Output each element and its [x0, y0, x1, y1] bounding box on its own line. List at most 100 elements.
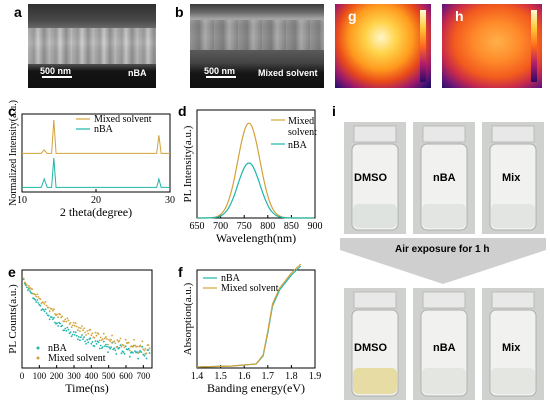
legend-label: nBA: [48, 343, 68, 354]
x-tick-label: 650: [190, 221, 205, 232]
sem-image-nba: 500 nm nBA: [28, 4, 156, 88]
data-point: [52, 309, 54, 312]
data-point: [56, 313, 58, 316]
data-point: [139, 349, 142, 352]
data-point: [39, 298, 42, 300]
data-point: [84, 331, 86, 334]
data-point: [29, 290, 31, 293]
x-tick-label: 850: [284, 221, 299, 232]
data-point: [57, 316, 59, 318]
vial-photo-bottom-3: Mix: [482, 288, 544, 400]
data-point: [80, 327, 82, 329]
data-point: [61, 315, 64, 318]
plot-frame: [196, 269, 316, 369]
x-tick-label: 700: [213, 221, 228, 232]
panel-c-letter: c: [8, 103, 16, 119]
data-point: [65, 329, 68, 332]
x-tick-label: 900: [308, 221, 323, 232]
legend-label: Mixed solvent: [94, 114, 152, 125]
data-point: [71, 324, 74, 327]
series-line-nba: [197, 162, 315, 219]
x-tick-label: 800: [260, 221, 275, 232]
data-point: [93, 337, 96, 339]
data-point: [109, 340, 111, 343]
x-tick-label: 1.8: [285, 371, 298, 382]
data-point: [43, 310, 46, 313]
data-point: [42, 308, 45, 311]
sem-caption-mixed: Mixed solvent: [258, 68, 318, 78]
data-point: [102, 332, 105, 335]
data-point: [75, 334, 78, 337]
data-point: [73, 334, 76, 336]
data-point: [28, 285, 30, 287]
x-tick-label: 20: [91, 195, 101, 206]
vial-label: DMSO: [354, 342, 387, 354]
data-point: [139, 344, 142, 347]
series-line-mixed-solvent: [196, 263, 302, 368]
legend-label: Mixed solvent: [48, 353, 106, 364]
chart-xrd: 10 20 30 2 theta(degree) Normalized Intensit…: [8, 100, 175, 219]
data-point: [59, 313, 61, 316]
data-point: [79, 330, 81, 332]
data-point: [127, 347, 130, 350]
vial-photo-bottom-1: DMSO: [344, 288, 406, 400]
data-point: [147, 349, 150, 351]
data-point: [128, 355, 131, 358]
data-point: [133, 338, 135, 341]
data-point: [102, 340, 105, 343]
data-point: [90, 334, 93, 337]
data-point: [67, 319, 70, 322]
data-point: [74, 331, 77, 334]
vial-icon: [420, 291, 468, 397]
vial-icon: [420, 125, 468, 231]
data-point: [27, 286, 29, 289]
data-point: [140, 351, 143, 353]
series-line-mixed-solvent: [22, 119, 170, 154]
data-point: [64, 318, 67, 321]
data-point: [94, 331, 97, 334]
vial-label: nBA: [433, 172, 456, 184]
thermal-image-h: [442, 4, 542, 88]
data-point: [26, 284, 28, 286]
data-point: [63, 329, 66, 332]
data-point: [118, 346, 121, 349]
data-point: [76, 329, 79, 332]
data-point: [35, 301, 38, 303]
x-tick-label: 0: [20, 371, 25, 381]
data-point: [105, 336, 107, 338]
data-point: [127, 341, 130, 344]
data-point: [111, 334, 113, 337]
data-point: [73, 324, 76, 327]
data-point: [114, 349, 117, 352]
data-point: [134, 344, 136, 347]
plot-frame: [196, 109, 316, 219]
data-point: [47, 314, 50, 317]
data-point: [59, 322, 61, 325]
x-tick-label: 750: [237, 221, 252, 232]
sem-caption-nba: nBA: [128, 68, 147, 78]
series-points-mixed-solvent: [22, 277, 151, 355]
vial-icon: [351, 291, 399, 397]
data-point: [24, 282, 27, 285]
data-point: [115, 346, 118, 348]
data-point: [122, 351, 125, 353]
plot-frame: [21, 269, 153, 369]
data-point: [45, 304, 48, 307]
data-point: [119, 337, 122, 340]
data-point: [123, 353, 126, 355]
sem-layer-nba: [28, 28, 156, 64]
data-point: [90, 342, 93, 345]
legend-label: Mixed: [288, 116, 314, 127]
x-tick-label: 30: [165, 195, 175, 206]
data-point: [33, 297, 35, 300]
vial-photo-top-1: DMSO: [344, 122, 406, 234]
data-point: [44, 308, 47, 311]
data-point: [109, 347, 111, 350]
data-point: [122, 344, 125, 347]
data-point: [75, 325, 78, 328]
data-point: [71, 333, 74, 336]
data-point: [143, 349, 146, 352]
vial-label: nBA: [433, 342, 456, 354]
vial-icon: [489, 125, 537, 231]
data-point: [86, 330, 89, 332]
